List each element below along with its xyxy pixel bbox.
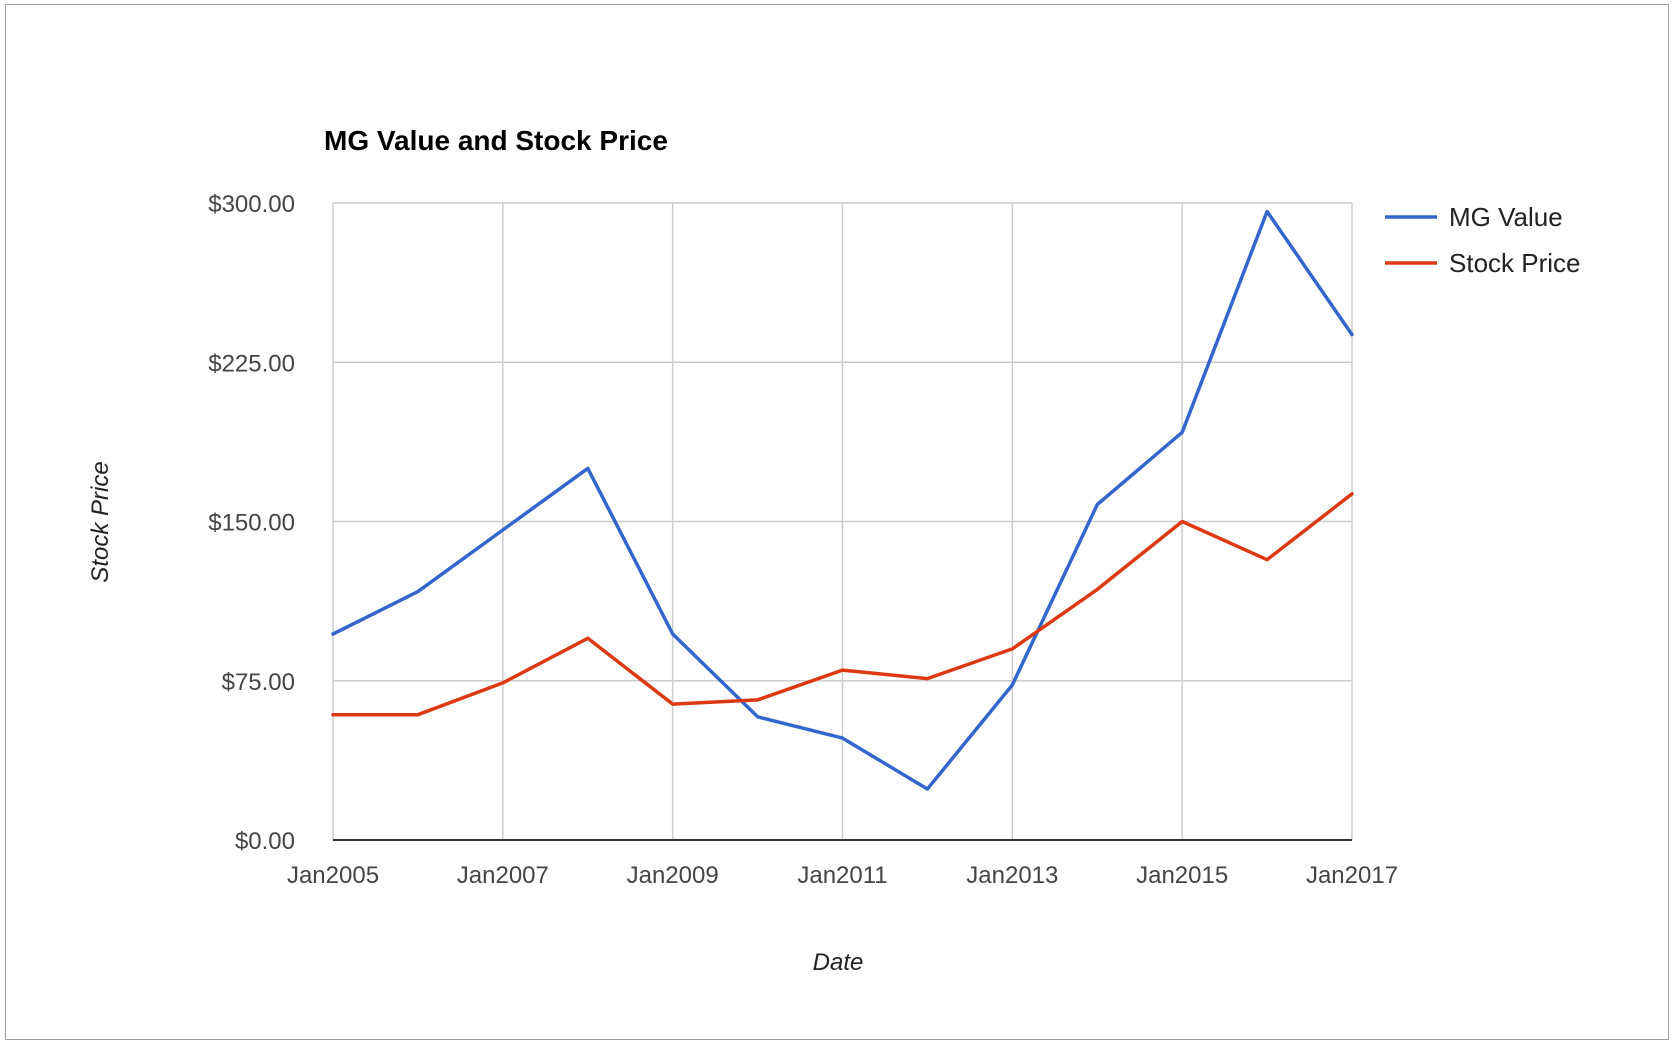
y-tick-label: $75.00 — [222, 669, 295, 696]
series-lines — [331, 209, 1354, 791]
x-tick-label: Jan2009 — [627, 862, 719, 889]
legend: MG Value Stock Price — [1385, 202, 1581, 278]
series-line-0 — [331, 209, 1354, 791]
x-tick-label: Jan2011 — [797, 862, 887, 889]
y-tick-label: $150.00 — [208, 510, 295, 537]
chart-title: MG Value and Stock Price — [324, 125, 668, 156]
x-tick-label: Jan2015 — [1136, 862, 1228, 889]
y-axis-label: Stock Price — [87, 461, 114, 582]
x-tick-label: Jan2017 — [1306, 862, 1398, 889]
y-tick-label: $0.00 — [235, 828, 295, 855]
legend-label: Stock Price — [1449, 248, 1581, 278]
x-tick-label: Jan2007 — [457, 862, 549, 889]
y-tick-label: $225.00 — [208, 350, 295, 377]
y-tick-label: $300.00 — [208, 191, 295, 218]
series-line-1 — [331, 492, 1354, 717]
y-axis-ticks: $0.00 $75.00 $150.00 $225.00 $300.00 — [208, 191, 295, 855]
legend-label: MG Value — [1449, 202, 1563, 232]
x-axis-ticks: Jan2005 Jan2007 Jan2009 Jan2011 Jan2013 Jan20… — [287, 862, 1398, 889]
chart-border — [5, 4, 1669, 1040]
x-tick-label: Jan2013 — [966, 862, 1058, 889]
x-axis-label: Date — [813, 949, 864, 976]
x-tick-label: Jan2005 — [287, 862, 379, 889]
